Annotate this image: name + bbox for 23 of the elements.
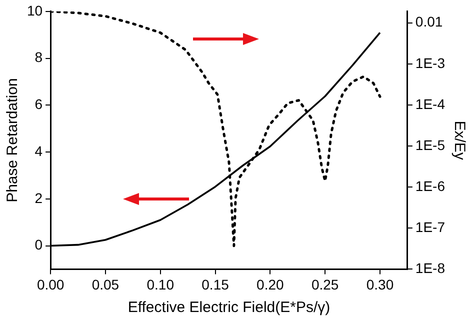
x-tick-label: 0.00 xyxy=(36,276,64,292)
y-tick-label: 10 xyxy=(26,2,43,18)
y-tick-label: 2 xyxy=(34,190,43,206)
y2-axis-title: Ex/Ey xyxy=(450,120,468,160)
y2-tick-label: 1E-3 xyxy=(415,54,446,71)
y-tick-label: 0 xyxy=(34,236,43,253)
x-tick-label: 0.05 xyxy=(92,276,120,292)
x-tick-label: 0.30 xyxy=(366,276,394,292)
x-tick-label: 0.10 xyxy=(146,276,174,292)
y-tick-label: 4 xyxy=(34,142,43,159)
y2-tick-label: 1E-8 xyxy=(415,260,446,276)
x-tick-label: 0.15 xyxy=(202,276,230,292)
y2-tick-label: 1E-7 xyxy=(415,219,446,235)
y2-tick-label: 0.01 xyxy=(415,14,443,30)
x-tick-label: 0.20 xyxy=(256,276,284,292)
x-tick-label: 0.25 xyxy=(311,276,339,292)
y-tick-label: 8 xyxy=(34,49,43,66)
y2-tick-label: 1E-4 xyxy=(415,96,446,112)
y-tick-label: 6 xyxy=(34,96,43,112)
x-axis-title: Effective Electric Field(E*Ps/γ) xyxy=(128,299,330,316)
y2-tick-label: 1E-6 xyxy=(415,178,446,194)
y2-tick-label: 1E-5 xyxy=(415,136,446,153)
y-axis-title: Phase Retardation xyxy=(4,78,22,202)
